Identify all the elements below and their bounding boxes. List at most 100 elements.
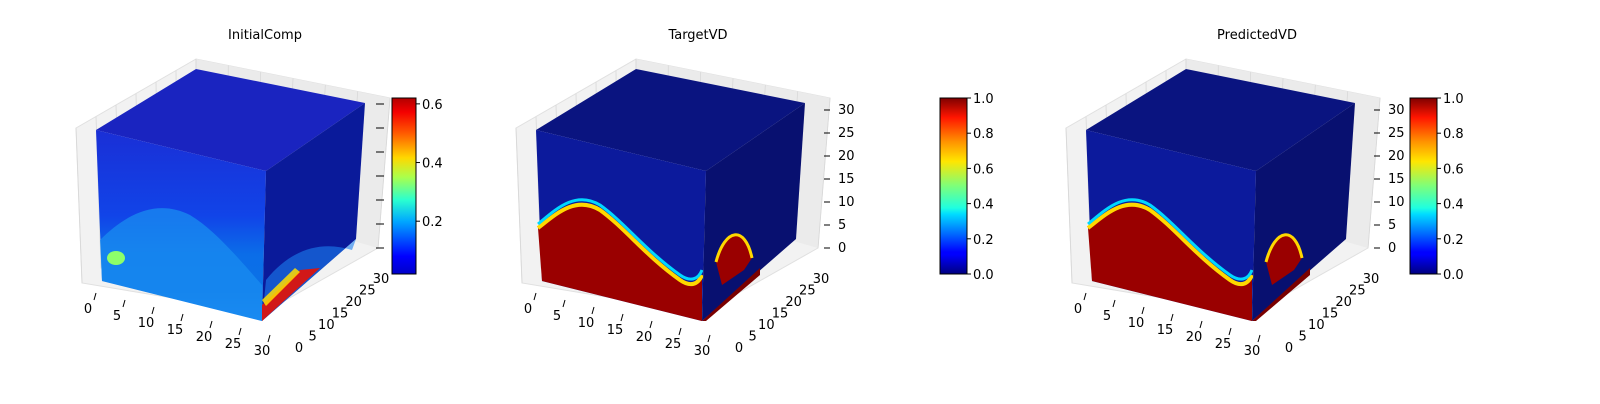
y-tick-label: 10	[318, 318, 335, 333]
x-tick-label: 30	[254, 344, 271, 359]
colorbar	[939, 97, 968, 275]
front-interface-cyan	[537, 198, 704, 281]
x-tick-label: 15	[1157, 323, 1174, 338]
colorbar-tick-label: 0.8	[1443, 127, 1464, 142]
side-interface	[714, 233, 754, 263]
y-tick-label: 5	[749, 330, 757, 345]
colorbar-tick-label: 0.2	[1443, 233, 1464, 248]
side-bottom	[702, 268, 760, 321]
y-tick-label: 15	[1322, 307, 1339, 322]
z-tick-label: 0	[1388, 241, 1396, 256]
front-interface-yellow	[536, 202, 704, 287]
chart-title: PredictedVD	[1217, 28, 1297, 43]
front-dense-region	[538, 204, 702, 321]
grid-line	[75, 127, 83, 284]
x-tick-label: 20	[1186, 330, 1203, 345]
y-tick-label: 0	[735, 341, 743, 356]
y-tick-label: 30	[373, 272, 390, 287]
z-tick-label: 5	[838, 218, 846, 233]
x-tick-label: 10	[138, 316, 155, 331]
grid-line	[817, 97, 831, 249]
colorbar-tick-label: 1.0	[973, 92, 994, 107]
side-bottom	[1252, 268, 1310, 321]
grid-line	[515, 127, 523, 284]
side-dense-region	[1266, 234, 1302, 285]
x-tick	[591, 306, 595, 315]
y-tick-label: 15	[772, 307, 789, 322]
x-tick	[151, 306, 155, 315]
cube-top-face	[96, 69, 365, 171]
z-tick-label: 20	[1388, 149, 1405, 164]
z-tick-label: 30	[838, 103, 855, 118]
side-dense-region	[716, 234, 752, 285]
x-tick	[533, 292, 537, 301]
colorbar-tick-label: 0.6	[1443, 162, 1464, 177]
x-tick	[649, 320, 653, 329]
x-tick-label: 5	[553, 309, 561, 324]
colorbar-tick-label: 0.6	[422, 98, 443, 113]
x-tick	[1199, 320, 1203, 329]
grid-line	[1367, 97, 1381, 249]
z-tick-label: 15	[838, 172, 855, 187]
x-tick-label: 15	[167, 323, 184, 338]
colorbar-tick-label: 0.4	[422, 157, 443, 172]
y-tick-label: 25	[359, 284, 376, 299]
x-tick-label: 10	[1128, 316, 1145, 331]
x-tick	[180, 313, 184, 322]
side-hot-region	[262, 268, 320, 321]
y-tick-label: 30	[1363, 272, 1380, 287]
z-tick-label: 20	[838, 149, 855, 164]
colorbar-tick-label: 0.4	[1443, 198, 1464, 213]
z-tick-label: 10	[838, 195, 855, 210]
y-tick-label: 20	[345, 295, 362, 310]
x-tick	[1083, 292, 1087, 301]
x-tick	[1141, 306, 1145, 315]
y-tick-label: 10	[758, 318, 775, 333]
x-tick	[209, 320, 213, 329]
front-blob	[100, 208, 262, 321]
x-tick-label: 5	[1103, 309, 1111, 324]
colorbar-tick-label: 0.0	[973, 268, 994, 283]
colorbar-tick-label: 0.6	[973, 162, 994, 177]
x-tick-label: 30	[694, 344, 711, 359]
colorbar-tick-label: 0.4	[973, 198, 994, 213]
z-tick-label: 0	[838, 241, 846, 256]
x-tick-label: 0	[524, 302, 532, 317]
x-tick-label: 25	[1215, 337, 1232, 352]
x-tick	[1170, 313, 1174, 322]
colorbar-tick-label: 0.2	[422, 215, 443, 230]
y-tick-label: 20	[785, 295, 802, 310]
colorbar-tick-label: 0.8	[973, 127, 994, 142]
z-tick-label: 25	[1388, 126, 1405, 141]
z-tick-label: 25	[838, 126, 855, 141]
cube-top-face	[536, 69, 805, 171]
grid-line	[1065, 127, 1073, 284]
colorbar-tick-label: 0.0	[1443, 268, 1464, 283]
front-interface-yellow	[1086, 202, 1254, 287]
y-tick-label: 15	[332, 307, 349, 322]
z-tick-label: 15	[1388, 172, 1405, 187]
x-tick-label: 10	[578, 316, 595, 331]
x-tick-label: 20	[636, 330, 653, 345]
x-tick	[1228, 327, 1232, 336]
x-tick-label: 30	[1244, 344, 1261, 359]
y-tick-label: 25	[799, 284, 816, 299]
front-interface-cyan	[1087, 198, 1254, 281]
x-tick	[1257, 334, 1261, 343]
y-tick-label: 0	[1285, 341, 1293, 356]
side-interface	[1264, 233, 1304, 263]
x-tick	[238, 327, 242, 336]
front-dense-region	[1088, 204, 1252, 321]
y-tick-label: 20	[1335, 295, 1352, 310]
x-tick-label: 15	[607, 323, 624, 338]
y-tick-label: 5	[309, 330, 317, 345]
z-tick-label: 30	[1388, 103, 1405, 118]
x-tick-label: 25	[665, 337, 682, 352]
chart-title: TargetVD	[667, 28, 727, 43]
z-tick-label: 10	[1388, 195, 1405, 210]
x-tick-label: 0	[1074, 302, 1082, 317]
